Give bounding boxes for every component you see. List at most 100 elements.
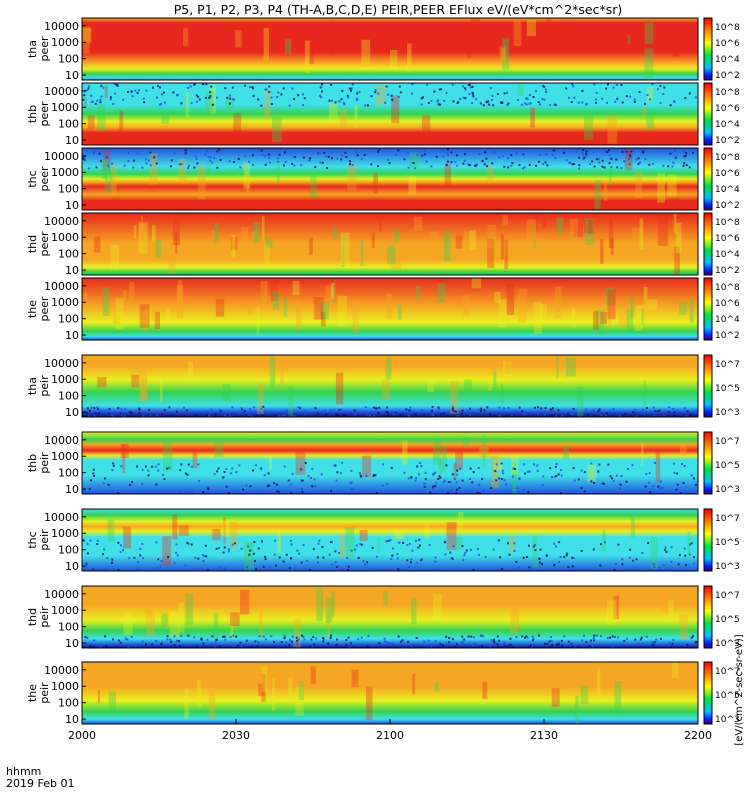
spectrogram-speckle [443,99,446,102]
spectrogram-speckle [439,476,442,479]
spectrogram-speckle [518,164,521,167]
y-tick-label: 10000 [44,357,79,370]
spectrogram-speckle [141,166,144,169]
spectrogram-streak [293,618,301,648]
spectrogram-panel-6 [82,355,698,417]
spectrogram-speckle [398,85,401,88]
spectrogram-streak [597,668,601,702]
spectrogram-speckle [451,405,454,408]
spectrogram-streak [438,458,442,475]
spectrogram-speckle [560,469,563,472]
spectrogram-speckle [615,563,618,565]
spectrogram-speckle [533,406,536,409]
spectrogram-speckle [390,558,393,560]
colorbar-tick-label: 10^2 [715,136,740,146]
spectrogram-speckle [268,91,271,93]
spectrogram-streak [83,293,88,306]
spectrogram-streak [183,27,189,46]
spectrogram-speckle [451,83,454,86]
spectrogram-speckle [424,478,427,481]
spectrogram-speckle [502,472,505,475]
spectrogram-speckle [262,405,265,408]
spectrogram-speckle [324,409,327,412]
spectrogram-speckle [227,492,230,494]
spectrogram-speckle [139,548,142,551]
spectrogram-speckle [533,543,536,546]
spectrogram-speckle [555,463,558,465]
spectrogram-streak [488,376,492,391]
spectrogram-speckle [300,164,303,167]
spectrogram-speckle [229,97,232,100]
spectrogram-speckle [430,415,433,417]
spectrogram-speckle [310,638,313,641]
spectrogram-speckle [87,87,90,90]
spectrogram-speckle [282,414,285,417]
spectrogram-speckle [582,568,585,571]
spectrogram-speckle [204,153,207,156]
spectrogram-speckle [200,637,203,640]
spectrogram-streak [588,219,594,234]
spectrogram-speckle [180,634,183,637]
spectrogram-speckle [190,543,193,546]
spectrogram-streak [630,294,634,319]
spectrogram-speckle [469,164,472,167]
spectrogram-speckle [545,153,548,156]
spectrogram-speckle [577,415,580,417]
spectrogram-speckle [423,485,426,488]
spectrogram-speckle [366,561,368,564]
colorbar-tick-label: 10^3 [715,715,740,725]
spectrogram-speckle [389,539,392,542]
spectrogram-speckle [511,415,513,417]
panel-product-label: peir [38,606,51,628]
spectrogram-speckle [603,148,606,151]
spectrogram-speckle [96,539,99,542]
spectrogram-speckle [238,412,241,415]
spectrogram-speckle [154,465,157,468]
spectrogram-streak [556,356,559,378]
spectrogram-streak [320,312,326,327]
spectrogram-speckle [515,636,518,639]
spectrogram-streak [556,216,564,235]
spectrogram-streak [176,284,184,319]
spectrogram-speckle [225,485,228,488]
spectrogram-speckle [572,85,575,88]
spectrogram-speckle [348,645,351,648]
spectrogram-speckle [583,471,586,474]
spectrogram-speckle [616,98,619,101]
spectrogram-speckle [480,634,482,637]
spectrogram-speckle [637,157,640,160]
spectrogram-streak [672,662,679,679]
spectrogram-speckle [387,93,390,96]
spectrogram-streak [469,230,476,251]
spectrogram-speckle [633,100,636,103]
spectrogram-speckle [418,544,421,547]
spectrogram-streak [272,116,282,142]
spectrogram-speckle [93,414,96,417]
spectrogram-speckle [112,464,115,467]
spectrogram-speckle [136,568,139,571]
spectrogram-speckle [403,471,406,474]
spectrogram-speckle [193,83,196,86]
spectrogram-streak [467,33,471,58]
spectrogram-speckle [641,642,644,645]
spectrogram-streak [563,445,569,460]
spectrogram-speckle [440,413,442,416]
y-tick-label: 1000 [51,101,79,114]
panel-probe-label: thc [26,531,39,548]
spectrogram-speckle [382,463,385,466]
spectrogram-speckle [450,161,453,164]
spectrogram-speckle [658,485,661,487]
spectrogram-streak [197,165,206,200]
spectrogram-speckle [273,482,276,485]
spectrogram-speckle [446,148,449,151]
spectrogram-speckle [543,413,546,416]
spectrogram-streak [455,235,463,249]
spectrogram-speckle [216,150,219,153]
spectrogram-speckle [647,542,650,544]
spectrogram-speckle [568,161,571,164]
spectrogram-speckle [268,161,271,164]
spectrogram-speckle [354,548,357,551]
spectrogram-speckle [127,646,130,648]
spectrogram-speckle [684,644,687,647]
spectrogram-streak [304,40,310,73]
